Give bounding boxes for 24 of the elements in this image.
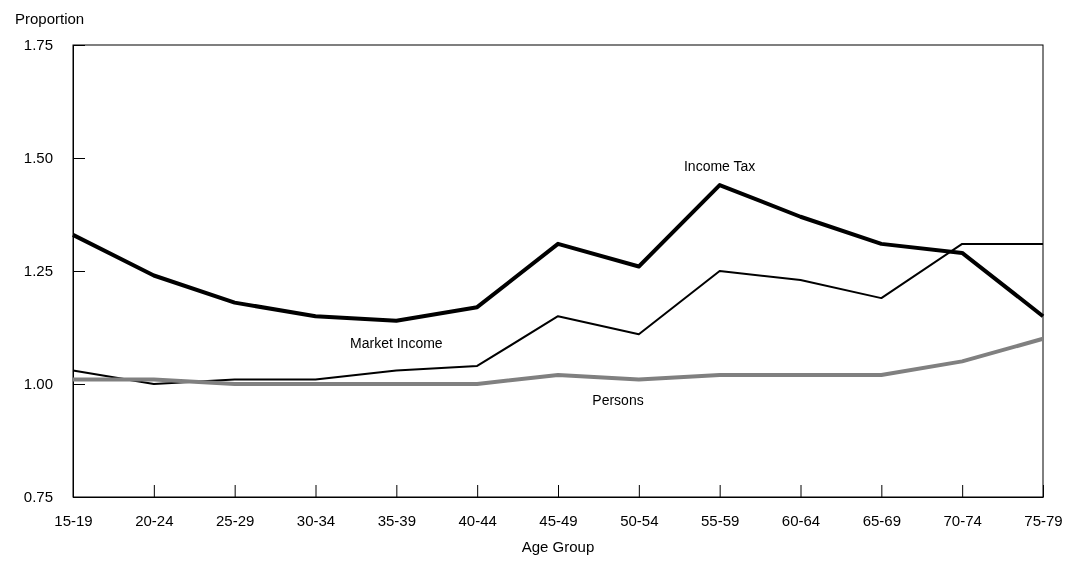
x-tick-label: 40-44 [458, 511, 497, 529]
x-tick-label: 50-54 [620, 511, 659, 529]
y-tick-label: 1.50 [23, 149, 53, 167]
line-series [71, 336, 1045, 386]
series-label: Income Tax [683, 158, 756, 175]
x-tick-label: 55-59 [700, 511, 740, 529]
x-tick-label: 35-39 [377, 511, 417, 529]
x-tick-label: 70-74 [943, 511, 982, 529]
x-tick-label: 20-24 [135, 511, 174, 529]
x-tick-label: 25-29 [215, 511, 255, 529]
series-label: Persons [592, 391, 644, 408]
y-tick-label: 1.75 [23, 36, 53, 54]
x-tick-label: 15-19 [54, 511, 93, 529]
y-tick-label: 1.25 [23, 262, 53, 280]
series-label: Market Income [350, 335, 443, 352]
x-tick-label: 75-79 [1024, 511, 1063, 529]
x-tick-label: 65-69 [862, 511, 902, 529]
x-tick-label: 60-64 [781, 511, 821, 529]
x-tick-label: 45-49 [539, 511, 578, 529]
y-tick-label: 1.00 [23, 375, 53, 393]
x-axis-title: Age Group [521, 538, 595, 555]
x-tick-label: 30-34 [296, 511, 336, 529]
y-tick-label: 0.75 [23, 488, 53, 506]
y-axis-title: Proportion [15, 10, 85, 27]
